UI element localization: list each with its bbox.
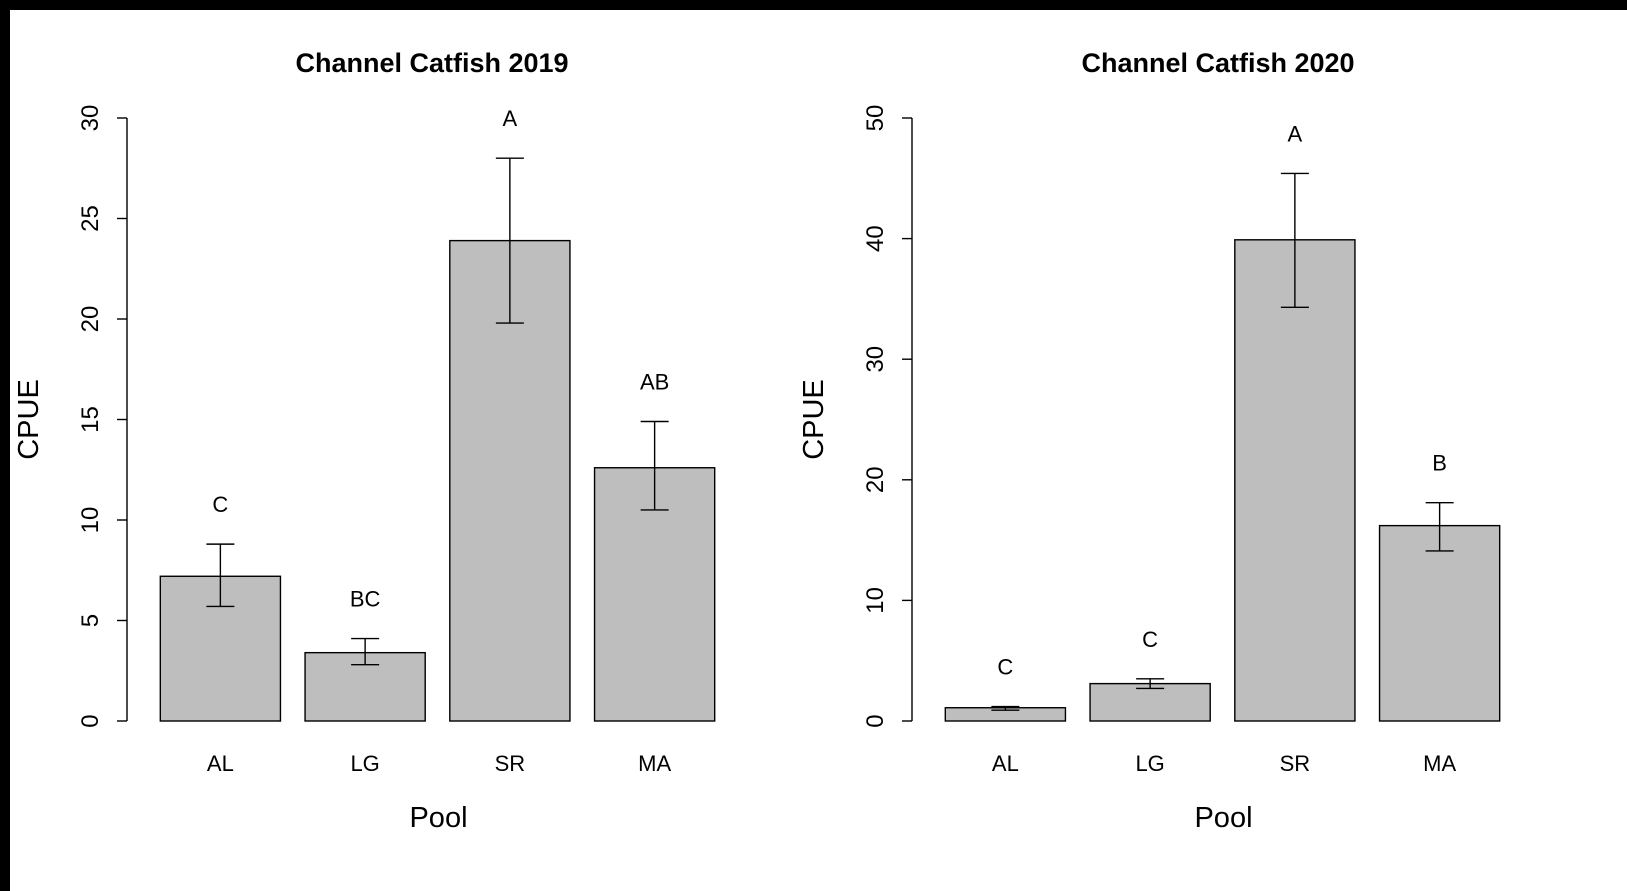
y-tick-label: 40 (862, 225, 889, 252)
significance-label: BC (350, 587, 381, 612)
x-tick-label: SR (1280, 751, 1311, 776)
significance-label: A (1288, 121, 1303, 146)
chart-1: Channel Catfish 2019 CPUE Pool 0 5 10 15 20 25 30… (13, 48, 716, 834)
x-axis-label: Pool (409, 802, 467, 834)
x-tick-label: LG (350, 751, 379, 776)
x-tick-label: SR (495, 751, 526, 776)
x-axis-label: Pool (1194, 802, 1252, 834)
y-tick-label: 50 (862, 105, 889, 132)
x-tick-label: MA (1423, 751, 1456, 776)
y-tick-label: 15 (77, 406, 104, 433)
significance-label: C (212, 492, 228, 517)
y-tick-label: 5 (77, 614, 104, 627)
chart-title: Channel Catfish 2019 (295, 48, 568, 78)
x-tick-label: AL (207, 751, 234, 776)
chart-2: Channel Catfish 2020 CPUE Pool 0 10 20 30 40 50 C… (798, 48, 1501, 834)
y-tick-label: 20 (862, 466, 889, 493)
y-tick-label: 0 (862, 714, 889, 727)
y-tick-label: 0 (77, 714, 104, 727)
y-tick-label: 30 (862, 346, 889, 373)
y-tick-label: 10 (862, 587, 889, 614)
significance-label: C (1142, 627, 1158, 652)
y-tick-label: 10 (77, 507, 104, 534)
chart-title: Channel Catfish 2020 (1081, 48, 1354, 78)
y-tick-label: 20 (77, 306, 104, 333)
y-tick-label: 30 (77, 105, 104, 132)
significance-label: C (997, 655, 1013, 680)
significance-label: A (503, 106, 518, 131)
y-axis-label: CPUE (13, 379, 45, 460)
x-tick-label: LG (1135, 751, 1164, 776)
figure: Channel Catfish 2019 CPUE Pool 0 5 10 15 20 25 30… (13, 48, 1501, 834)
significance-label: AB (640, 370, 669, 395)
bar-sr (1234, 239, 1356, 722)
bar-lg (1089, 682, 1211, 722)
significance-label: B (1432, 451, 1447, 476)
x-tick-label: MA (638, 751, 671, 776)
bar-ma (1378, 524, 1501, 722)
figure-frame: Channel Catfish 2019 CPUE Pool 0 5 10 15 20 25 30… (10, 10, 1627, 891)
y-axis-label: CPUE (798, 379, 830, 460)
x-tick-label: AL (992, 751, 1019, 776)
y-tick-label: 25 (77, 205, 104, 232)
